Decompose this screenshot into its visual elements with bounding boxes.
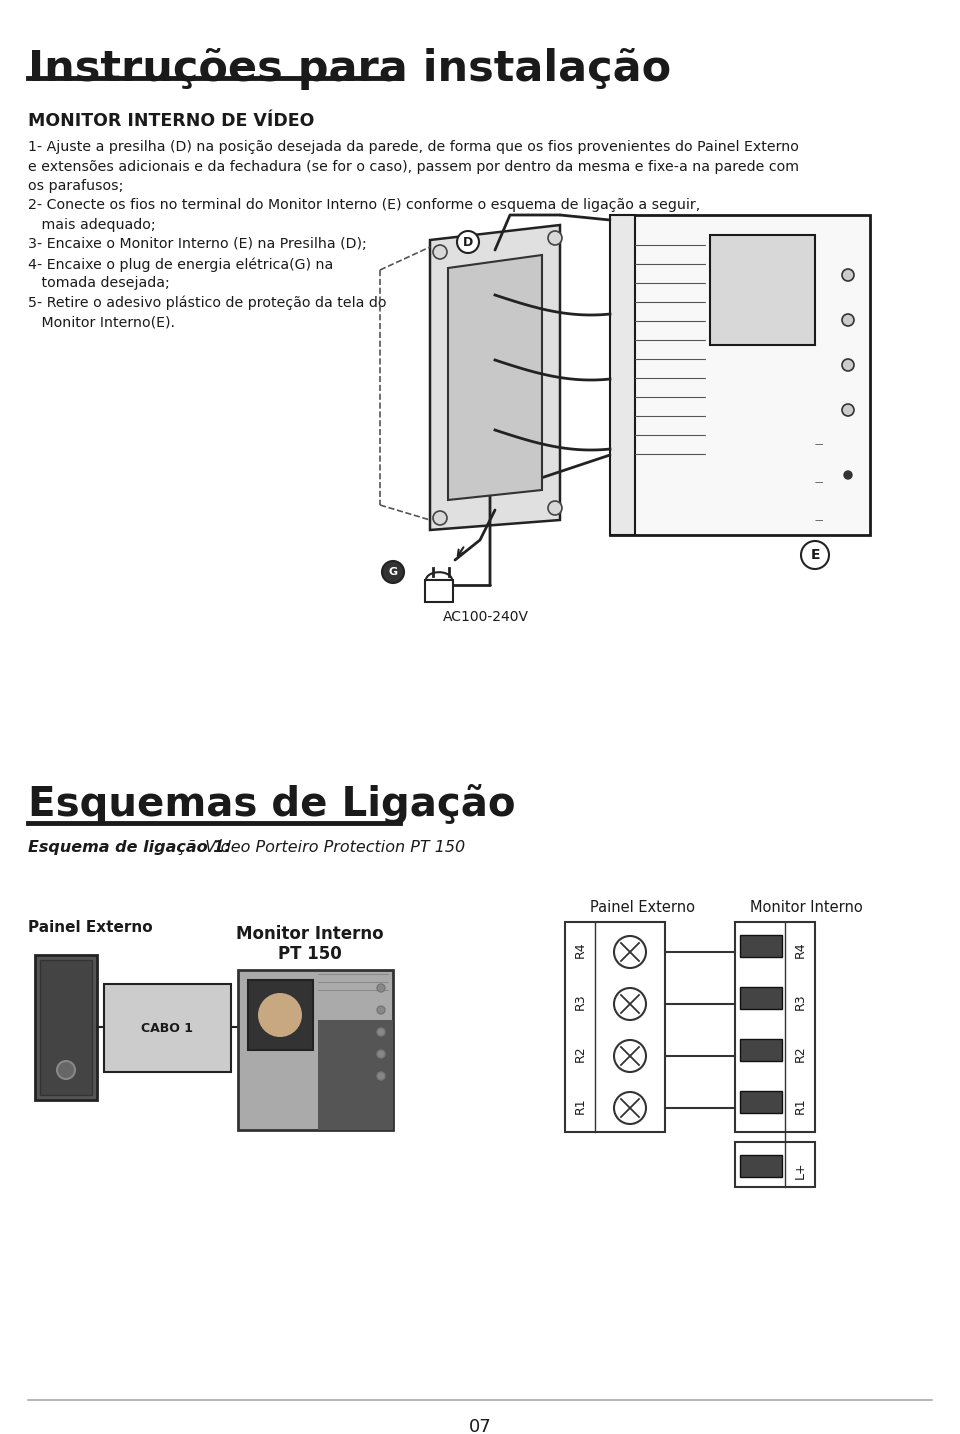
Text: 4- Encaixe o plug de energia elétrica(G) na: 4- Encaixe o plug de energia elétrica(G)…	[28, 257, 333, 271]
Circle shape	[433, 511, 447, 525]
Circle shape	[844, 470, 852, 479]
Text: R1: R1	[794, 1097, 806, 1114]
Text: L+: L+	[794, 1162, 806, 1179]
Polygon shape	[430, 225, 560, 531]
Bar	[740, 935, 782, 956]
Bar	[740, 1154, 782, 1177]
Bar	[248, 979, 313, 1050]
Circle shape	[614, 1040, 646, 1073]
Bar	[610, 215, 635, 535]
Text: MONITOR INTERNO DE VÍDEO: MONITOR INTERNO DE VÍDEO	[28, 112, 314, 130]
Circle shape	[457, 231, 479, 252]
Text: tomada desejada;: tomada desejada;	[28, 277, 170, 291]
Circle shape	[842, 270, 854, 281]
Bar	[425, 579, 453, 602]
Text: E: E	[810, 548, 820, 562]
Text: os parafusos;: os parafusos;	[28, 179, 124, 194]
Text: Monitor Interno: Monitor Interno	[750, 901, 863, 915]
Circle shape	[377, 1050, 385, 1058]
Text: R4: R4	[794, 942, 806, 958]
Bar	[710, 235, 815, 346]
Text: —: —	[815, 516, 824, 525]
Text: Instruções para instalação: Instruções para instalação	[28, 47, 671, 90]
Text: —: —	[815, 479, 824, 488]
Bar	[735, 922, 815, 1131]
Text: Monitor Interno: Monitor Interno	[236, 925, 384, 944]
Text: Esquemas de Ligação: Esquemas de Ligação	[28, 784, 516, 825]
Circle shape	[614, 936, 646, 968]
Circle shape	[377, 1028, 385, 1035]
Text: 1- Ajuste a presilha (D) na posição desejada da parede, de forma que os fios pro: 1- Ajuste a presilha (D) na posição dese…	[28, 141, 799, 153]
Text: e extensões adicionais e da fechadura (se for o caso), passem por dentro da mesm: e extensões adicionais e da fechadura (s…	[28, 159, 799, 174]
Text: Vídeo Porteiro Protection PT 150: Vídeo Porteiro Protection PT 150	[200, 840, 466, 855]
Bar	[740, 1040, 782, 1061]
Text: 07: 07	[468, 1418, 492, 1434]
Text: Painel Externo: Painel Externo	[590, 901, 695, 915]
Text: 3- Encaixe o Monitor Interno (E) na Presilha (D);: 3- Encaixe o Monitor Interno (E) na Pres…	[28, 238, 367, 251]
Text: AC100-240V: AC100-240V	[443, 609, 529, 624]
Circle shape	[258, 992, 302, 1037]
Text: R1: R1	[573, 1097, 587, 1114]
Bar	[740, 987, 782, 1010]
Circle shape	[842, 358, 854, 371]
Bar	[740, 1091, 782, 1113]
Circle shape	[548, 500, 562, 515]
Text: CABO 1: CABO 1	[141, 1021, 193, 1034]
Bar	[735, 1141, 815, 1187]
Text: G: G	[389, 566, 397, 576]
Circle shape	[377, 984, 385, 992]
Text: D: D	[463, 235, 473, 248]
Text: R2: R2	[794, 1045, 806, 1063]
Text: Esquema de ligação 1:: Esquema de ligação 1:	[28, 840, 230, 855]
Circle shape	[801, 541, 829, 569]
Circle shape	[548, 231, 562, 245]
Circle shape	[842, 314, 854, 326]
Text: R2: R2	[573, 1045, 587, 1063]
Polygon shape	[448, 255, 542, 500]
Circle shape	[614, 988, 646, 1020]
Bar	[610, 215, 870, 535]
Bar	[238, 969, 393, 1130]
Text: 5- Retire o adesivo plástico de proteção da tela do: 5- Retire o adesivo plástico de proteção…	[28, 295, 387, 311]
Text: R4: R4	[573, 942, 587, 958]
Circle shape	[433, 245, 447, 260]
Text: Painel Externo: Painel Externo	[28, 921, 153, 935]
Circle shape	[377, 1007, 385, 1014]
Text: R3: R3	[573, 994, 587, 1011]
Bar	[40, 959, 92, 1096]
Circle shape	[842, 404, 854, 416]
Text: 2- Conecte os fios no terminal do Monitor Interno (E) conforme o esquema de liga: 2- Conecte os fios no terminal do Monito…	[28, 198, 700, 212]
Circle shape	[377, 1073, 385, 1080]
Bar	[565, 922, 665, 1131]
Text: Monitor Interno(E).: Monitor Interno(E).	[28, 315, 175, 330]
Bar	[318, 1020, 393, 1130]
Text: R3: R3	[794, 994, 806, 1011]
Text: PT 150: PT 150	[278, 945, 342, 964]
Text: mais adequado;: mais adequado;	[28, 218, 156, 232]
Text: —: —	[815, 440, 824, 449]
Circle shape	[382, 561, 404, 584]
Bar	[35, 955, 97, 1100]
Circle shape	[57, 1061, 75, 1078]
Circle shape	[614, 1093, 646, 1124]
